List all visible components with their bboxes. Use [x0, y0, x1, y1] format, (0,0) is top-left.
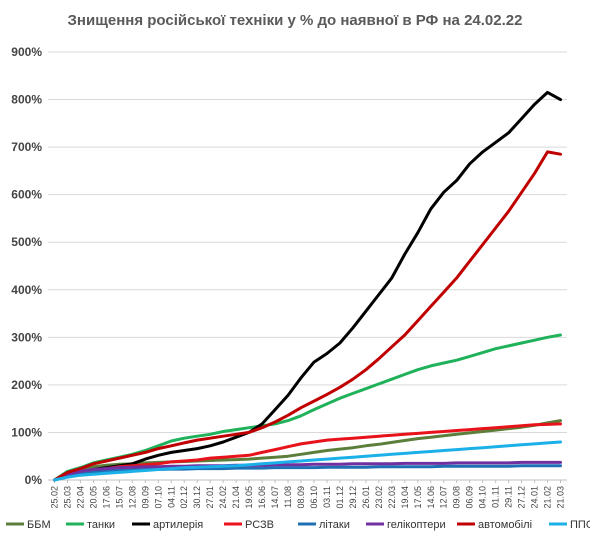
x-tick-label: 03.11 — [322, 486, 332, 508]
x-tick-label: 22.04 — [75, 486, 85, 509]
x-tick-label: 14.06 — [426, 486, 436, 509]
x-tick-label: 21.03 — [556, 486, 566, 509]
x-tick-label: 11.08 — [283, 486, 293, 508]
series-line — [53, 90, 562, 482]
x-tick-label: 27.12 — [517, 486, 527, 509]
x-tick-label: 07.10 — [153, 486, 163, 509]
x-tick-label: 24.02 — [218, 486, 228, 509]
x-tick-label: 12.07 — [439, 486, 449, 509]
x-tick-label: 27.01 — [205, 486, 215, 509]
x-tick-label: 24.01 — [530, 486, 540, 509]
x-tick-label: 22.03 — [387, 486, 397, 509]
y-tick-label: 800% — [11, 93, 42, 107]
series-line — [53, 333, 562, 482]
x-tick-label: 04.11 — [166, 486, 176, 508]
x-tick-label: 16.06 — [257, 486, 267, 509]
legend-label: РСЗВ — [245, 519, 274, 531]
x-tick-label: 06.10 — [309, 486, 319, 509]
x-tick-label: 29.12 — [348, 486, 358, 509]
x-tick-label: 08.09 — [296, 486, 306, 509]
series-line — [53, 419, 562, 482]
y-tick-label: 900% — [11, 45, 42, 59]
x-tick-label: 14.07 — [270, 486, 280, 509]
x-tick-label: 15.07 — [114, 486, 124, 509]
x-tick-label: 09.08 — [452, 486, 462, 509]
y-tick-label: 600% — [11, 188, 42, 202]
x-tick-label: 01.12 — [335, 486, 345, 509]
series-line — [53, 422, 562, 482]
x-tick-label: 25.03 — [62, 486, 72, 509]
x-tick-label: 23.02 — [374, 486, 384, 509]
y-tick-label: 0% — [25, 473, 43, 487]
x-tick-label: 02.12 — [179, 486, 189, 509]
legend-label: ББМ — [27, 519, 51, 531]
chart-title: Знищення російської техніки у % до наявн… — [67, 12, 523, 29]
x-tick-label: 01.11 — [491, 486, 501, 508]
x-tick-label: 09.09 — [140, 486, 150, 509]
legend-label: літаки — [319, 519, 350, 531]
y-tick-label: 700% — [11, 140, 42, 154]
x-tick-label: 20.05 — [88, 486, 98, 509]
series-line — [53, 460, 562, 482]
legend-label: гелікоптери — [387, 519, 446, 531]
y-tick-label: 300% — [11, 330, 42, 344]
x-tick-label: 17.06 — [101, 486, 111, 509]
x-tick-label: 21.02 — [543, 486, 553, 509]
x-tick-label: 04.10 — [478, 486, 488, 509]
x-tick-label: 25.02 — [49, 486, 59, 509]
x-tick-label: 21.04 — [231, 486, 241, 509]
series-line — [53, 440, 562, 482]
x-tick-label: 19.05 — [244, 486, 254, 509]
x-tick-label: 19.04 — [400, 486, 410, 509]
y-tick-label: 400% — [11, 283, 42, 297]
x-tick-label: 17.05 — [413, 486, 423, 509]
series-line — [53, 150, 562, 482]
x-tick-label: 26.01 — [361, 486, 371, 509]
x-tick-label: 12.08 — [127, 486, 137, 509]
x-tick-label: 06.09 — [465, 486, 475, 509]
y-tick-label: 500% — [11, 235, 42, 249]
legend-label: ППО — [570, 519, 590, 531]
x-tick-label: 29.11 — [504, 486, 514, 508]
legend-label: танки — [87, 519, 115, 531]
legend-label: автомобілі — [478, 519, 532, 531]
legend-label: артилерія — [153, 519, 203, 531]
y-tick-label: 100% — [11, 425, 42, 439]
x-tick-label: 30.12 — [192, 486, 202, 509]
y-tick-label: 200% — [11, 378, 42, 392]
